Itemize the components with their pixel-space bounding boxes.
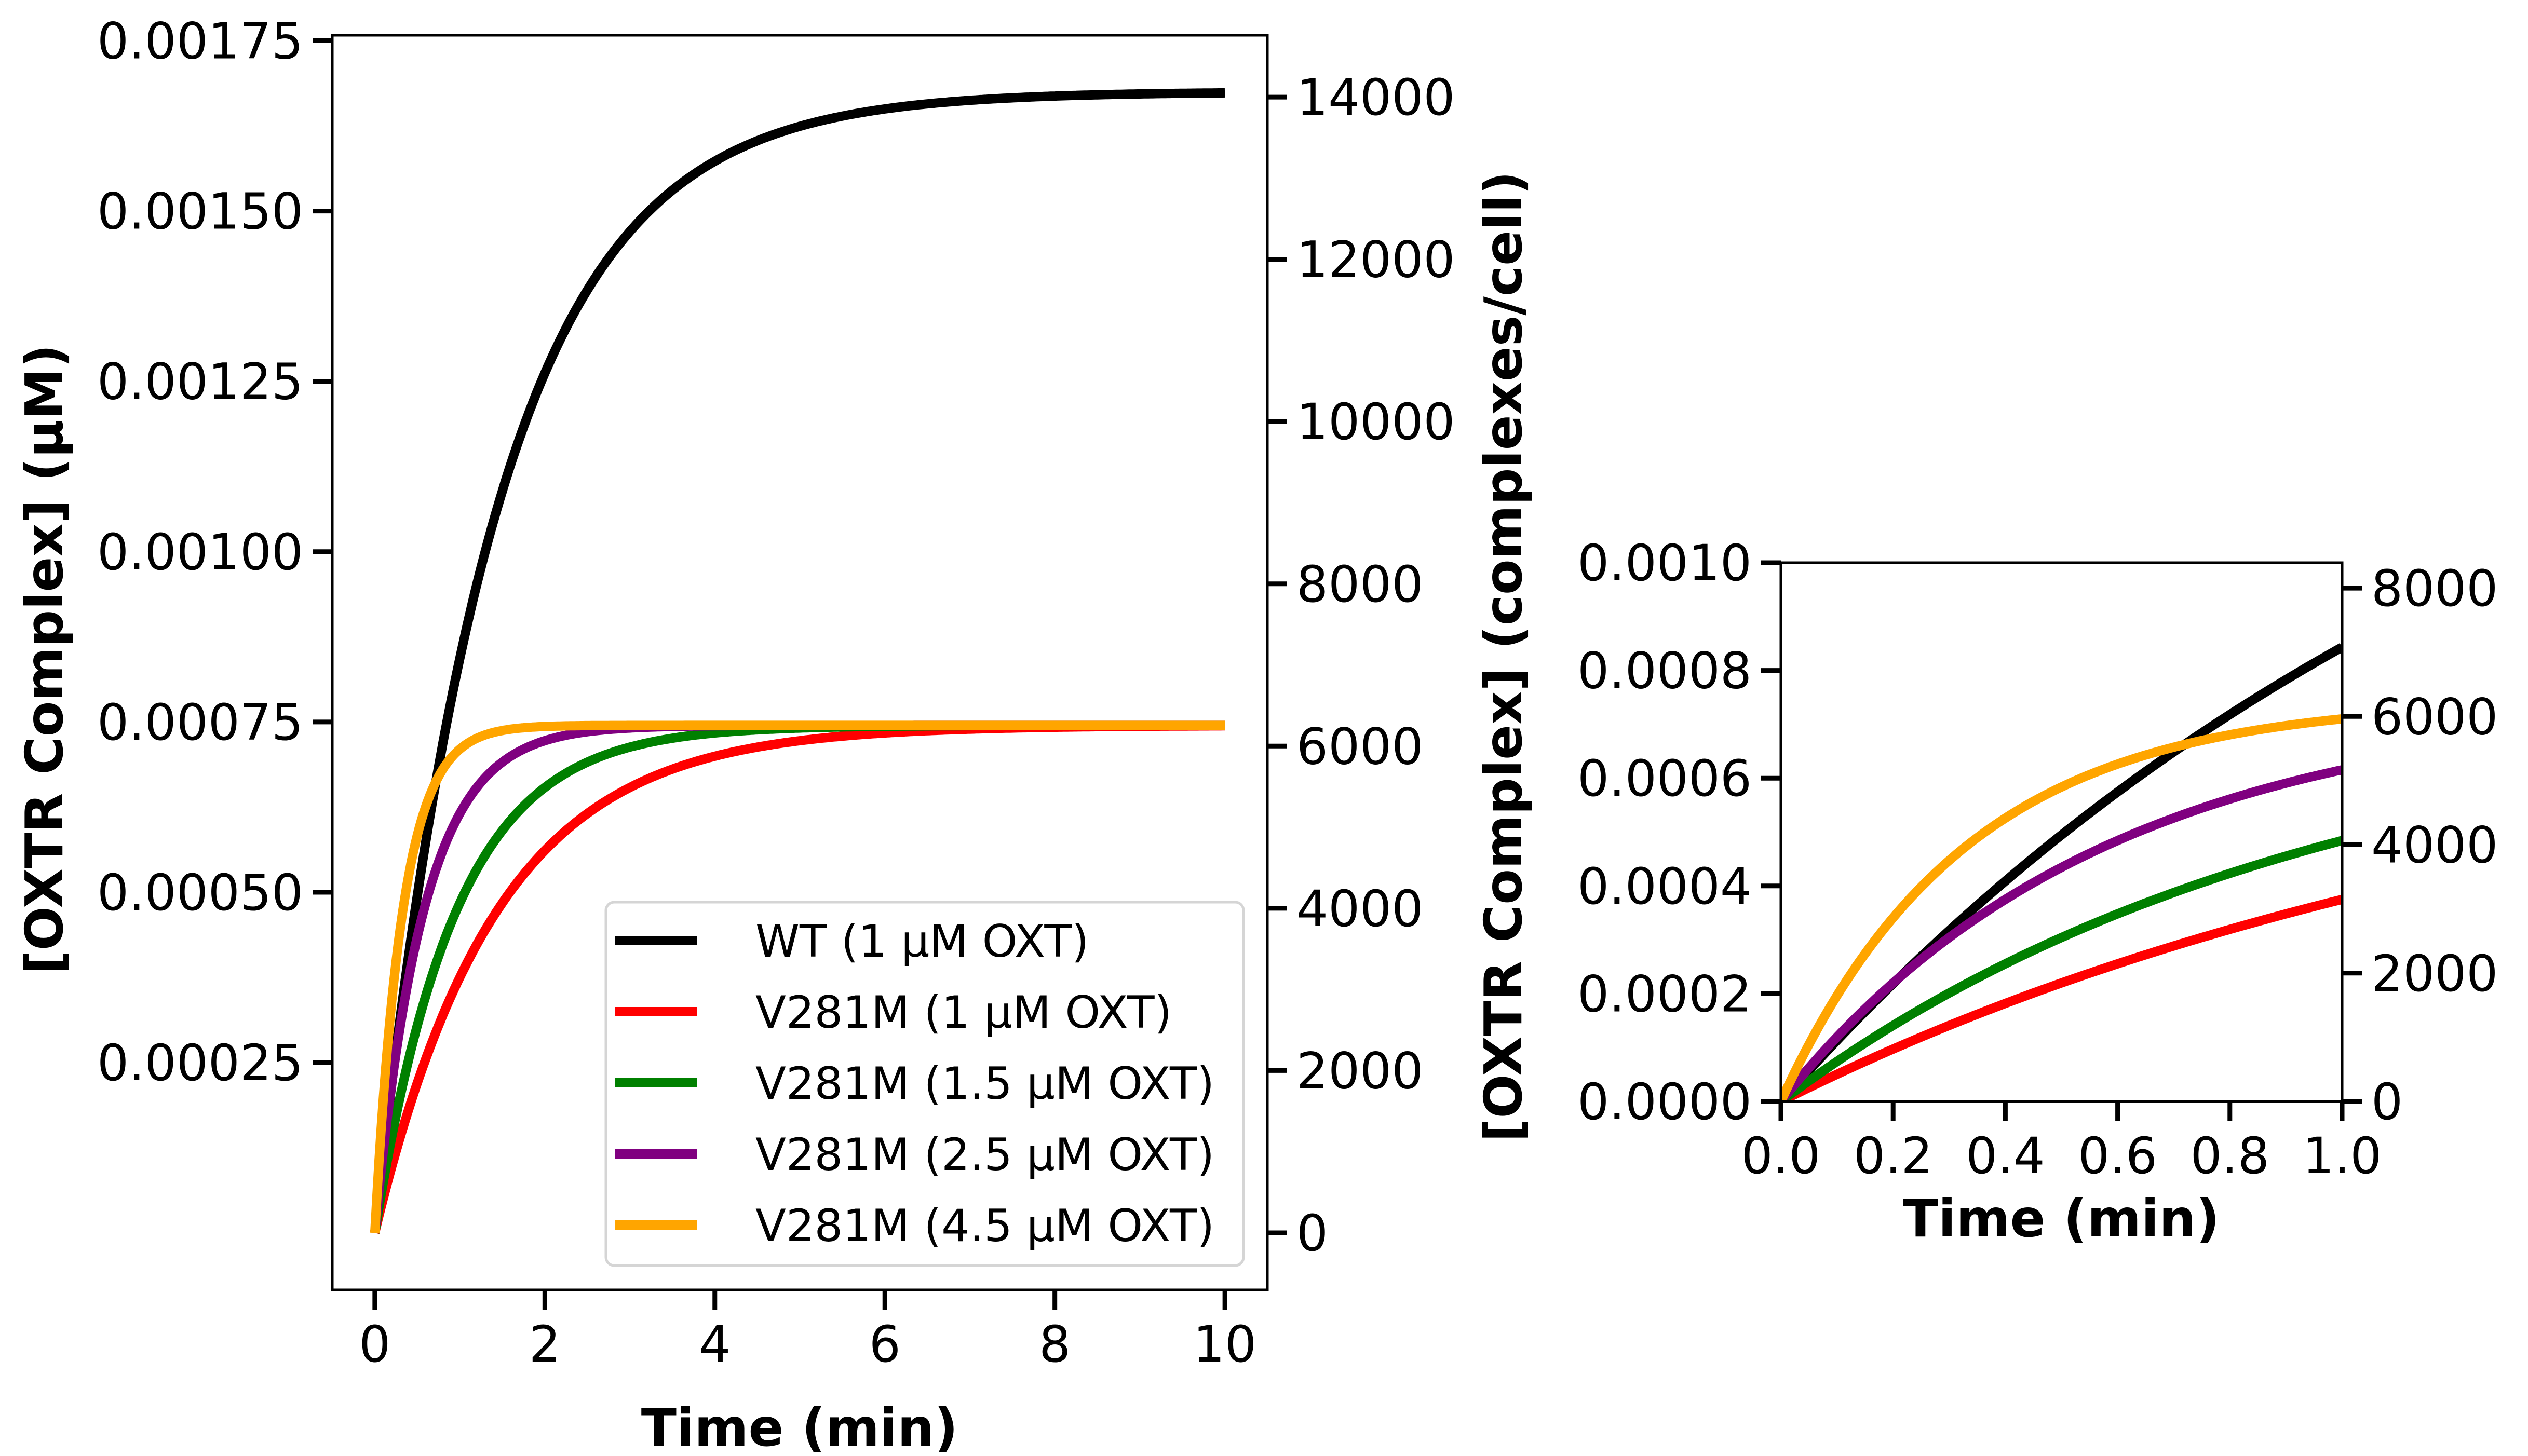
inset-y-tick-label: 0.0008 [1577, 642, 1752, 700]
inset-x-tick-label: 0.8 [2190, 1127, 2269, 1185]
main-y-tick-label: 0.00150 [97, 183, 303, 241]
right-y-axis-label: [OXTR Complex] (complexes/cell) [1473, 171, 1534, 1142]
main-x-tick-label: 10 [1193, 1315, 1256, 1373]
main-y-right-tick-label: 2000 [1296, 1042, 1423, 1100]
main-y-tick-label: 0.00075 [97, 693, 303, 752]
main-y-right-tick-label: 12000 [1296, 231, 1455, 289]
legend-label-3: V281M (2.5 μM OXT) [755, 1129, 1214, 1181]
inset-y-right-tick-label: 4000 [2371, 817, 2498, 875]
legend-label-0: WT (1 μM OXT) [755, 916, 1089, 968]
inset-y-right-tick-label: 2000 [2371, 945, 2498, 1003]
main-y-right-tick-label: 10000 [1296, 393, 1455, 451]
inset-axes-frame [1779, 561, 2344, 1103]
inset-y-ticks-right: 0 2000 4000 6000 8000 [2342, 560, 2498, 1131]
main-axes-frame [331, 34, 1269, 1291]
inset-x-tick-label: 0.2 [1854, 1127, 1933, 1185]
main-y-tick-label: 0.00175 [97, 12, 303, 70]
main-series-line-4 [370, 720, 1227, 1233]
main-y-right-tick-label: 4000 [1296, 880, 1423, 938]
main-series-group [370, 88, 1227, 1234]
main-y-right-tick-label: 0 [1296, 1204, 1328, 1262]
inset-y-ticks: 0.0000 0.0002 0.0004 0.0006 0.0008 0.0010 [1577, 534, 1781, 1131]
inset-y-tick-label: 0.0004 [1577, 858, 1752, 916]
legend: WT (1 μM OXT) V281M (1 μM OXT) V281M (1.5 … [604, 901, 1245, 1267]
inset-series-line-2 [1781, 836, 2342, 1101]
main-x-tick-label: 6 [869, 1315, 901, 1373]
inset-series-line-0 [1781, 643, 2342, 1101]
inset-y-right-tick-label: 6000 [2371, 688, 2498, 746]
inset-panel: 0.0 0.2 0.4 0.6 0.8 1.0 0.00000.00020.00040.0… [1577, 534, 2498, 1249]
legend-frame [604, 901, 1245, 1267]
inset-series-line-1 [1781, 894, 2342, 1101]
legend-label-4: V281M (4.5 μM OXT) [755, 1200, 1214, 1252]
legend-label-1: V281M (1 μM OXT) [755, 987, 1172, 1039]
main-x-tick-label: 4 [699, 1315, 731, 1373]
main-y-tick-label: 0.00100 [97, 523, 303, 581]
legend-label-2: V281M (1.5 μM OXT) [755, 1058, 1214, 1110]
main-y-tick-label: 0.00025 [97, 1034, 303, 1092]
main-y-right-tick-label: 14000 [1296, 69, 1455, 127]
inset-x-tick-label: 0.4 [1966, 1127, 2045, 1185]
inset-series-line-3 [1781, 765, 2342, 1101]
inset-y-right-tick-label: 8000 [2371, 560, 2498, 618]
main-y-ticks-right: 0 2000 4000 6000 8000 10000 12000 14000 [1267, 69, 1455, 1262]
main-y-axis-label: [OXTR Complex] (μM) [14, 344, 75, 974]
inset-series-line-4 [1781, 714, 2342, 1101]
inset-y-tick-label: 0.0000 [1577, 1073, 1752, 1131]
main-x-tick-label: 0 [359, 1315, 390, 1373]
inset-y-tick-label: 0.0010 [1577, 534, 1752, 592]
main-x-ticks: 0 2 4 6 8 10 [359, 1290, 1256, 1373]
inset-x-ticks: 0.0 0.2 0.4 0.6 0.8 1.0 [1741, 1101, 2382, 1185]
main-x-axis-label: Time (min) [641, 1397, 958, 1456]
inset-x-axis-label: Time (min) [1903, 1188, 2220, 1249]
inset-y-tick-label: 0.0002 [1577, 965, 1752, 1023]
inset-x-tick-label: 0.0 [1741, 1127, 1821, 1185]
main-panel: 0 2 4 6 8 10 0.000250.000500.000750.001000.00… [14, 12, 1455, 1456]
inset-y-right-tick-label: 0 [2371, 1073, 2403, 1131]
main-x-tick-label: 2 [529, 1315, 561, 1373]
inset-y-tick-label: 0.0006 [1577, 750, 1752, 808]
inset-series-group [1781, 643, 2342, 1101]
inset-x-tick-label: 0.6 [2078, 1127, 2157, 1185]
inset-x-tick-label: 1.0 [2303, 1127, 2382, 1185]
main-y-right-tick-label: 6000 [1296, 717, 1423, 775]
main-x-tick-label: 8 [1039, 1315, 1071, 1373]
main-y-tick-label: 0.00050 [97, 864, 303, 922]
main-y-tick-label: 0.00125 [97, 353, 303, 411]
main-y-ticks: 0.00025 0.00050 0.00075 0.00100 0.00125 0.001… [97, 12, 332, 1092]
main-y-right-tick-label: 8000 [1296, 555, 1423, 614]
main-series-line-0 [370, 88, 1227, 1234]
